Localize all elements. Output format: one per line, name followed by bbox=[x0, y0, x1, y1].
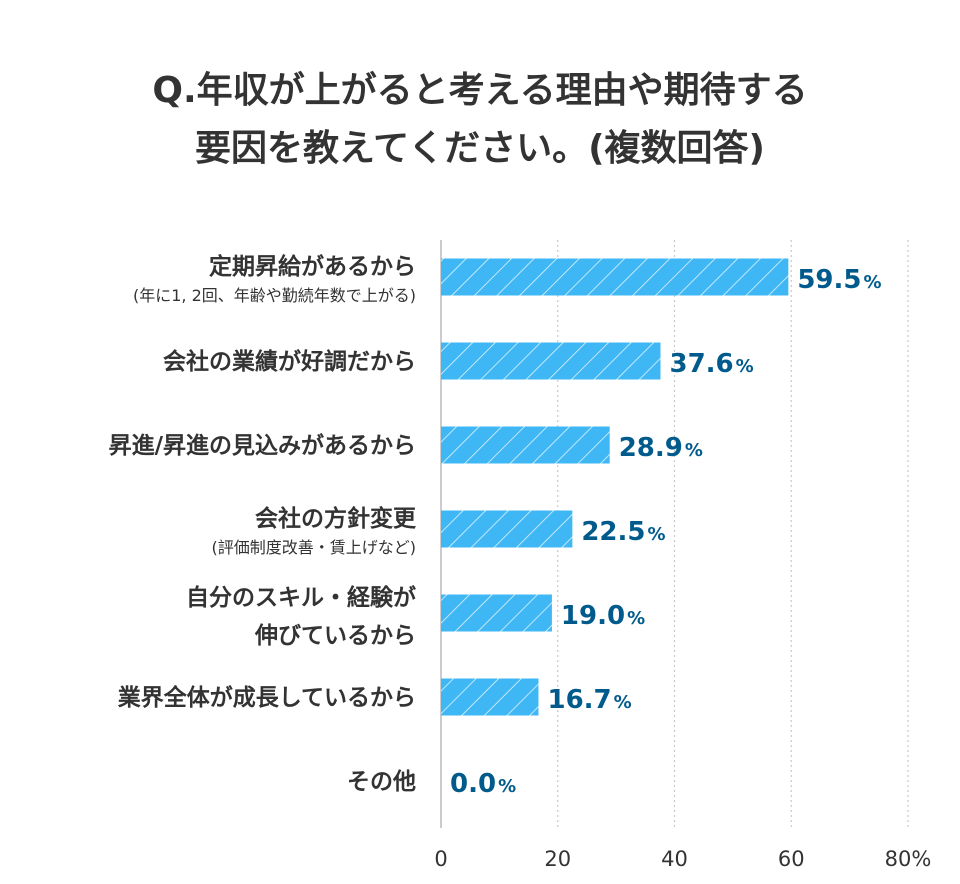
category-sublabel: (年に1, 2回、年齢や勤続年数で上がる) bbox=[133, 286, 416, 305]
bar bbox=[441, 342, 661, 380]
category-label: 定期昇給があるから bbox=[209, 253, 416, 280]
bar bbox=[441, 258, 789, 296]
chart-title-line2: 要因を教えてください。(複数回答) bbox=[194, 128, 766, 169]
chart-title: Q.年収が上がると考える理由や期待する 要因を教えてください。(複数回答) bbox=[0, 62, 960, 178]
category-labels: 定期昇給があるから (年に1, 2回、年齢や勤続年数で上がる) 会社の業績が好調だか… bbox=[109, 253, 417, 795]
category-label: 業界全体が成長しているから bbox=[117, 684, 416, 711]
category-label: 会社の業績が好調だから bbox=[163, 348, 416, 375]
x-tick-label: 80% bbox=[885, 847, 932, 871]
x-tick-label: 20 bbox=[544, 847, 571, 871]
bar bbox=[441, 510, 573, 548]
value-label: 28.9% bbox=[619, 433, 703, 463]
value-label: 37.6% bbox=[669, 349, 753, 379]
x-axis-ticks: 0 20 40 60 80% bbox=[434, 847, 931, 871]
value-labels: 59.5 % 37.6 % 28.9 % 22.5 % 19.0 % 16.7 % 0.0% bbox=[450, 265, 882, 799]
bar bbox=[441, 426, 610, 464]
bars bbox=[441, 258, 789, 716]
category-label: その他 bbox=[347, 769, 416, 795]
value-label: 16.7% bbox=[547, 685, 631, 715]
value-label: 22.5% bbox=[581, 517, 665, 547]
category-label: 伸びているから bbox=[254, 623, 416, 649]
category-label: 自分のスキル・経験が bbox=[186, 584, 416, 611]
x-tick-label: 60 bbox=[778, 847, 805, 871]
value-label: 59.5% bbox=[797, 265, 881, 295]
bar bbox=[441, 594, 552, 632]
chart-title-line1: Q.年収が上がると考える理由や期待する bbox=[152, 70, 808, 111]
value-label: 19.0% bbox=[561, 601, 645, 631]
category-label: 会社の方針変更 bbox=[255, 505, 417, 532]
category-label: 昇進/昇進の見込みがあるから bbox=[109, 432, 416, 459]
x-tick-label: 40 bbox=[661, 847, 688, 871]
bar bbox=[441, 678, 539, 716]
value-label: 0.0% bbox=[450, 769, 516, 799]
category-sublabel: (評価制度改善・賃上げなど) bbox=[212, 538, 417, 557]
x-tick-label: 0 bbox=[434, 847, 447, 871]
